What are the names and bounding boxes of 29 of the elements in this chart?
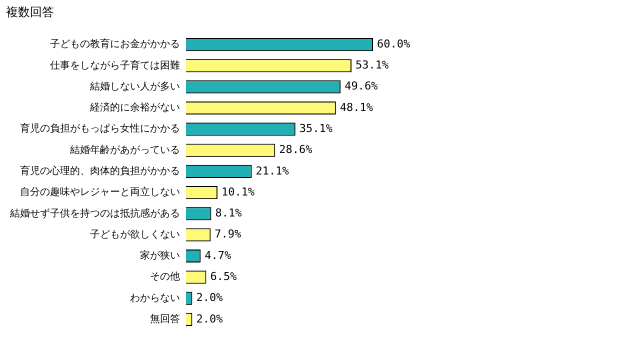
y-tick-label: 仕事をしながら子育ては困難 [50, 59, 180, 72]
y-tick-label: 結婚しない人が多い [89, 80, 180, 92]
data-label: 21.1% [256, 164, 290, 178]
y-tick-label: 結婚年齢があがっている [69, 144, 180, 156]
data-label: 28.6% [279, 143, 313, 156]
data-label: 60.0% [377, 37, 410, 50]
text: 複数回答 [6, 4, 54, 21]
y-tick-label: 子どもが欲しくない [90, 229, 180, 240]
y-tick-label: わからない [130, 292, 180, 304]
data-label: 10.1% [221, 185, 255, 198]
y-tick-label: その他 [150, 270, 180, 283]
data-label: 2.0% [196, 291, 224, 304]
data-label: 2.0% [196, 312, 224, 326]
data-label: 8.1% [215, 206, 242, 220]
data-label: 7.9% [214, 228, 242, 241]
data-label: 6.5% [210, 270, 238, 283]
data-label: 4.7% [204, 248, 232, 262]
data-label: 53.1% [355, 58, 389, 72]
data-label: 48.1% [340, 100, 374, 114]
data-label: 35.1% [299, 122, 333, 135]
y-tick-label: 経済的に余裕がない [89, 102, 180, 114]
y-tick-label: 無回答 [150, 313, 180, 326]
y-tick-label: 自分の趣味やレジャーと両立しない [20, 186, 180, 198]
data-label: 49.6% [344, 80, 378, 93]
y-tick-label: 子どもの教育にお金がかかる [50, 38, 180, 50]
y-tick-label: 育児の心理的、肉体的負担がかかる [20, 165, 180, 178]
y-tick-label: 結婚せず子供を持つのは抵抗感がある [9, 207, 180, 220]
y-tick-label: 育児の負担がもっぱら女性にかかる [20, 122, 180, 135]
y-tick-label: 家が狭い [140, 250, 180, 262]
